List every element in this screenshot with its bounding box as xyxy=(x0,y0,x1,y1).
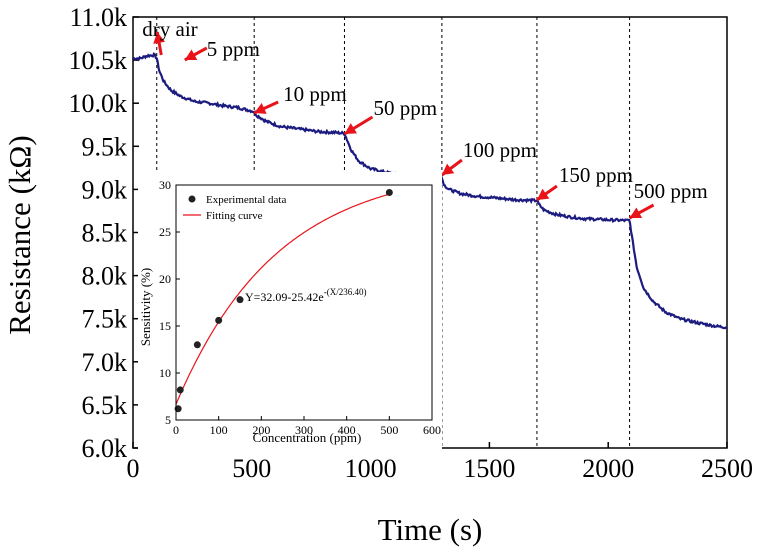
inset-y-tick-label: 30 xyxy=(159,178,171,192)
fit-equation-exponent: -(X/236.40) xyxy=(324,287,367,297)
inset-y-tick-label: 5 xyxy=(165,413,171,427)
annotation-label: 150 ppm xyxy=(559,163,633,187)
legend-marker-experimental xyxy=(188,195,196,203)
y-tick-label: 7.5k xyxy=(82,305,128,334)
inset-plot: 0 100 200 300 400 500 600 5 10 15 20 25 30 Experimen… xyxy=(138,172,442,450)
annotation-label: 5 ppm xyxy=(207,37,260,61)
annotation-arrow-head xyxy=(441,163,455,175)
x-tick-label: 1500 xyxy=(463,454,515,483)
y-tick-label: 10.0k xyxy=(69,89,128,118)
y-tick-label: 8.5k xyxy=(82,219,128,248)
annotation-arrow-head xyxy=(344,123,357,134)
inset-background xyxy=(138,172,442,450)
y-tick-label: 7.0k xyxy=(82,348,128,377)
annotation-arrow-head xyxy=(184,49,198,60)
annotation-label: 50 ppm xyxy=(373,96,437,120)
annotation-label: 100 ppm xyxy=(463,138,537,162)
inset-y-tick-label: 20 xyxy=(159,272,171,286)
x-tick-label: 2500 xyxy=(701,454,753,483)
x-axis-title: Time (s) xyxy=(378,512,483,547)
inset-legend: Experimental data Fitting curve xyxy=(183,194,286,222)
annotation-arrow-head xyxy=(254,102,267,114)
inset-y-tick-label: 15 xyxy=(159,319,171,333)
y-tick-label: 11.0k xyxy=(69,3,127,32)
inset-x-tick-label: 300 xyxy=(295,423,313,437)
y-tick-label: 6.0k xyxy=(82,434,128,463)
annotation-arrow-head xyxy=(153,32,166,44)
inset-data-point xyxy=(193,341,201,349)
y-tick-label: 9.0k xyxy=(82,175,128,204)
inset-data-point xyxy=(385,189,393,197)
inset-data-point xyxy=(215,316,223,324)
inset-data-point xyxy=(176,386,184,394)
legend-label-fit: Fitting curve xyxy=(206,210,263,222)
inset-x-tick-label: 600 xyxy=(423,423,441,437)
y-tick-label: 6.5k xyxy=(82,391,128,420)
x-tick-label: 0 xyxy=(127,454,140,483)
inset-x-tick-label: 100 xyxy=(210,423,228,437)
y-tick-label: 8.0k xyxy=(82,262,128,291)
inset-x-axis-title: Concentration (ppm) xyxy=(253,430,362,445)
annotation-label: dry air xyxy=(142,17,197,41)
x-tick-label: 500 xyxy=(232,454,271,483)
annotation-label: 10 ppm xyxy=(283,82,347,106)
inset-x-tick-label: 0 xyxy=(173,423,179,437)
legend-label-experimental: Experimental data xyxy=(206,194,286,206)
annotation-label: 500 ppm xyxy=(634,179,708,203)
inset-x-tick-label: 400 xyxy=(338,423,356,437)
x-tick-label: 2000 xyxy=(582,454,634,483)
inset-y-tick-label: 25 xyxy=(159,225,171,239)
fit-equation-base: Y=32.09-25.42e xyxy=(245,290,324,304)
inset-x-tick-label: 500 xyxy=(380,423,398,437)
y-tick-label: 9.5k xyxy=(82,132,128,161)
fit-equation: Y=32.09-25.42e-(X/236.40) xyxy=(245,287,367,304)
inset-fit-curve xyxy=(175,193,390,405)
inset-x-tick-label: 200 xyxy=(252,423,270,437)
x-tick-label: 1000 xyxy=(345,454,397,483)
annotation-arrow-head xyxy=(536,188,550,200)
annotation-arrow-head xyxy=(629,207,643,219)
inset-y-tick-label: 10 xyxy=(159,366,171,380)
y-axis-title: Resistance (kΩ) xyxy=(2,135,37,335)
y-tick-label: 10.5k xyxy=(69,46,128,75)
inset-y-axis-title: Sensitivity (%) xyxy=(138,268,153,346)
inset-data-point xyxy=(236,296,244,304)
